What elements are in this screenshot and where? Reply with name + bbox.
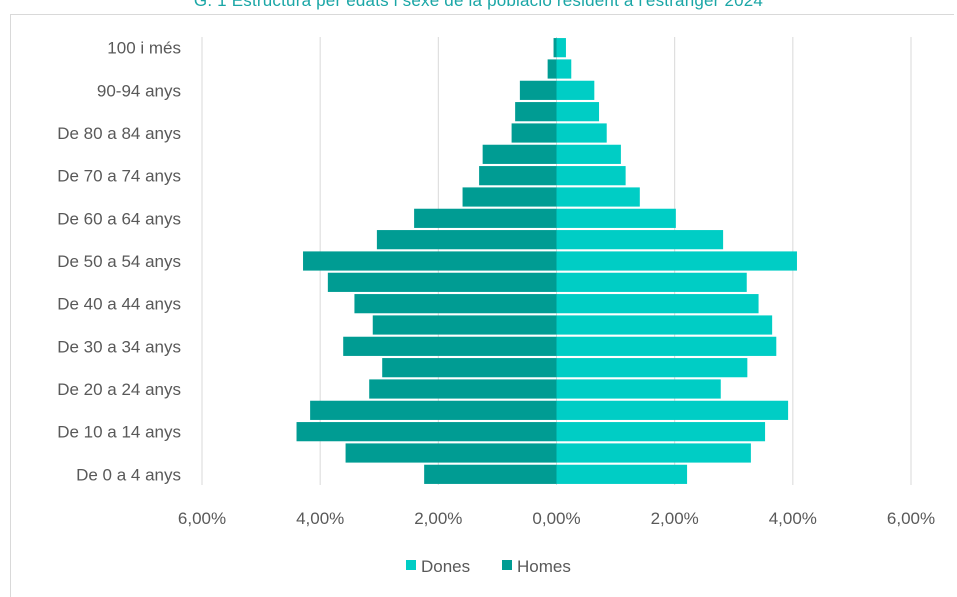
bar-dones-16 <box>556 123 607 143</box>
bar-homes-18 <box>519 80 557 100</box>
category-label: De 40 a 44 anys <box>57 295 181 314</box>
x-tick-label: 0,00% <box>532 509 580 528</box>
legend-swatch-dones <box>406 560 416 570</box>
bar-homes-3 <box>310 400 557 420</box>
category-label: 90-94 anys <box>97 81 181 100</box>
category-label: De 70 a 74 anys <box>57 167 181 186</box>
bar-dones-0 <box>556 464 688 484</box>
x-tick-label: 2,00% <box>651 509 699 528</box>
bar-dones-6 <box>556 336 777 356</box>
legend-label-dones: Dones <box>421 557 470 576</box>
bar-homes-20 <box>553 38 557 58</box>
bar-dones-8 <box>556 294 759 314</box>
bar-homes-17 <box>515 102 557 122</box>
bar-dones-5 <box>556 358 748 378</box>
category-label: De 0 a 4 anys <box>76 465 181 484</box>
category-label: De 20 a 24 anys <box>57 380 181 399</box>
bar-dones-7 <box>556 315 773 335</box>
bar-dones-18 <box>556 80 595 100</box>
bar-homes-14 <box>479 166 557 186</box>
bar-dones-15 <box>556 144 621 164</box>
category-label: 100 i més <box>107 39 181 58</box>
x-tick-label: 6,00% <box>178 509 226 528</box>
bar-homes-11 <box>376 230 557 250</box>
x-tick-label: 4,00% <box>296 509 344 528</box>
category-label: De 10 a 14 anys <box>57 423 181 442</box>
bar-homes-7 <box>372 315 557 335</box>
bar-dones-2 <box>556 422 766 442</box>
bar-dones-12 <box>556 208 676 228</box>
bar-homes-0 <box>424 464 557 484</box>
bar-homes-15 <box>482 144 557 164</box>
chart-frame <box>10 14 954 597</box>
bar-dones-11 <box>556 230 724 250</box>
bar-dones-17 <box>556 102 600 122</box>
category-label: De 60 a 64 anys <box>57 209 181 228</box>
bar-dones-10 <box>556 251 797 271</box>
x-tick-label: 6,00% <box>887 509 935 528</box>
chart-title: G. 1 Estructura per edats i sexe de la p… <box>193 0 764 10</box>
bar-homes-16 <box>511 123 557 143</box>
bar-homes-2 <box>296 422 557 442</box>
bar-homes-4 <box>369 379 557 399</box>
bar-dones-13 <box>556 187 640 207</box>
bar-dones-3 <box>556 400 789 420</box>
bar-dones-14 <box>556 166 626 186</box>
legend-label-homes: Homes <box>517 557 571 576</box>
bar-dones-20 <box>556 38 566 58</box>
bar-dones-19 <box>556 59 572 79</box>
bar-homes-6 <box>343 336 557 356</box>
bar-dones-9 <box>556 272 747 292</box>
legend-swatch-homes <box>502 560 512 570</box>
bar-homes-12 <box>414 208 557 228</box>
bar-dones-1 <box>556 443 751 463</box>
category-label: De 50 a 54 anys <box>57 252 181 271</box>
bar-homes-10 <box>303 251 557 271</box>
bar-dones-4 <box>556 379 721 399</box>
bar-homes-8 <box>354 294 557 314</box>
x-tick-label: 4,00% <box>769 509 817 528</box>
bar-homes-5 <box>382 358 557 378</box>
bar-homes-13 <box>462 187 557 207</box>
category-label: De 80 a 84 anys <box>57 124 181 143</box>
x-tick-label: 2,00% <box>414 509 462 528</box>
bar-homes-1 <box>345 443 557 463</box>
bar-homes-9 <box>327 272 557 292</box>
bar-homes-19 <box>547 59 557 79</box>
category-label: De 30 a 34 anys <box>57 337 181 356</box>
